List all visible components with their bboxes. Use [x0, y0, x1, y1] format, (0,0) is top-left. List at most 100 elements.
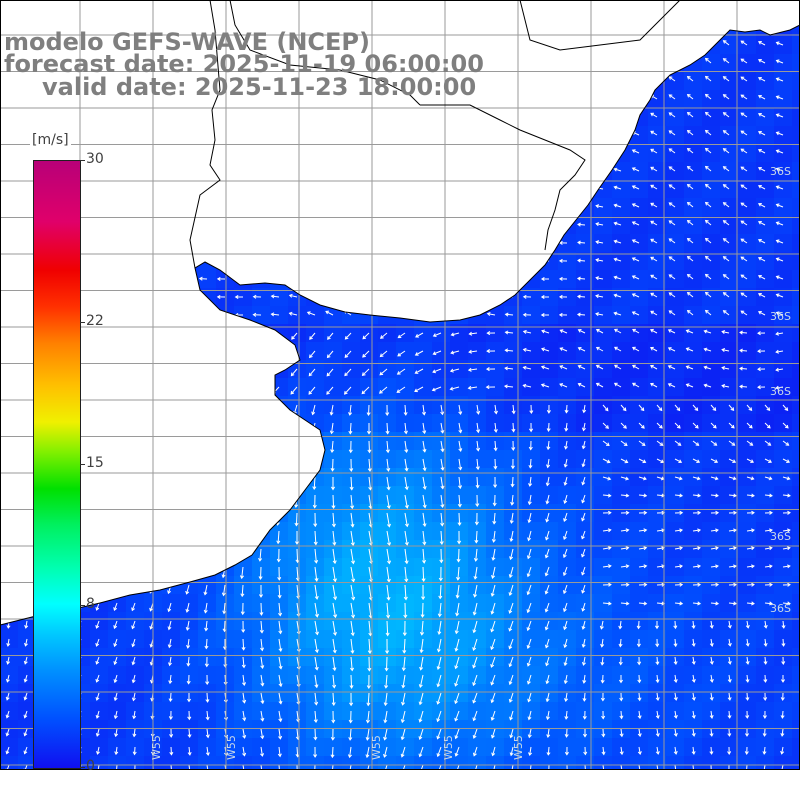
- direction-arrow-head: [578, 7, 581, 10]
- direction-arrow: [381, 112, 388, 118]
- direction-arrow: [758, 41, 766, 46]
- direction-arrow-head: [668, 76, 673, 80]
- direction-arrow: [687, 112, 694, 118]
- direction-arrow-head: [577, 204, 581, 209]
- direction-arrow: [632, 95, 640, 100]
- direction-arrow: [114, 512, 118, 521]
- direction-arrow-head: [546, 464, 551, 469]
- direction-arrow-head: [272, 354, 277, 358]
- direction-arrow-head: [722, 310, 727, 314]
- direction-arrow-head: [20, 25, 25, 27]
- direction-arrow: [433, 350, 442, 355]
- direction-arrow-head: [733, 510, 737, 515]
- direction-arrow-head: [697, 601, 702, 606]
- direction-arrow: [764, 565, 772, 568]
- direction-arrow: [705, 112, 712, 118]
- direction-arrow-head: [650, 76, 655, 81]
- direction-arrow: [163, 332, 172, 336]
- direction-arrow-head: [775, 293, 780, 298]
- direction-arrow-head: [240, 611, 245, 616]
- direction-arrow-head: [668, 40, 673, 44]
- direction-arrow: [203, 458, 208, 468]
- direction-arrow: [8, 494, 11, 503]
- direction-arrow: [381, 255, 388, 262]
- direction-arrow-head: [686, 58, 691, 62]
- wave-cell: [198, 0, 216, 18]
- direction-arrow-head: [434, 184, 438, 189]
- direction-arrow: [632, 221, 640, 226]
- direction-arrow: [577, 61, 586, 64]
- direction-arrow-head: [350, 505, 355, 510]
- wave-cell: [324, 216, 342, 234]
- wave-cell: [378, 756, 396, 770]
- wave-cell: [450, 144, 468, 162]
- direction-arrow-head: [311, 448, 316, 453]
- wave-cell: [108, 396, 126, 414]
- direction-arrow-head: [181, 168, 186, 173]
- direction-arrow: [422, 566, 425, 582]
- direction-arrow: [257, 422, 262, 432]
- wave-cell: [0, 216, 18, 234]
- direction-arrow-head: [595, 294, 599, 299]
- wave-cell: [270, 486, 288, 504]
- direction-arrow-head: [451, 149, 456, 153]
- wave-cell: [90, 486, 108, 504]
- direction-arrow-head: [163, 239, 168, 244]
- direction-arrow-head: [115, 409, 120, 414]
- direction-arrow: [110, 166, 118, 172]
- direction-arrow-head: [650, 202, 655, 207]
- direction-arrow: [145, 386, 154, 389]
- direction-arrow: [614, 78, 622, 82]
- direction-arrow: [186, 404, 190, 413]
- direction-arrow-head: [432, 333, 437, 337]
- direction-arrow: [164, 204, 172, 208]
- direction-arrow-head: [650, 238, 655, 243]
- wave-cell: [792, 180, 800, 198]
- direction-arrow-head: [704, 39, 709, 44]
- direction-arrow: [602, 404, 609, 411]
- direction-arrow-head: [1, 131, 6, 135]
- direction-arrow: [650, 310, 658, 316]
- direction-arrow-head: [787, 510, 791, 515]
- direction-arrow-head: [434, 130, 438, 135]
- wave-cell: [342, 216, 360, 234]
- direction-arrow: [650, 329, 658, 334]
- direction-arrow: [344, 112, 352, 118]
- direction-arrow: [312, 404, 316, 415]
- direction-arrow-head: [721, 384, 726, 389]
- direction-arrow: [182, 169, 190, 172]
- direction-arrow: [271, 313, 280, 316]
- direction-arrow: [582, 440, 586, 449]
- direction-arrow: [20, 257, 28, 262]
- wave-cell: [540, 0, 558, 18]
- direction-arrow-head: [437, 613, 442, 618]
- direction-arrow: [669, 184, 676, 190]
- direction-arrow-head: [451, 293, 456, 297]
- direction-arrow: [488, 187, 496, 190]
- direction-arrow: [632, 77, 640, 82]
- wave-cell: [756, 756, 774, 770]
- direction-arrow-head: [559, 168, 563, 173]
- direction-arrow-head: [509, 556, 514, 561]
- direction-arrow: [20, 113, 28, 118]
- direction-arrow: [291, 350, 298, 358]
- direction-arrow-head: [503, 384, 508, 389]
- direction-arrow: [332, 458, 334, 471]
- direction-arrow-head: [417, 5, 420, 8]
- direction-arrow-head: [362, 291, 366, 296]
- direction-arrow-head: [678, 459, 683, 463]
- wave-cell: [0, 0, 18, 18]
- direction-arrow-head: [732, 459, 737, 463]
- direction-arrow: [236, 350, 244, 357]
- direction-arrow-head: [38, 148, 43, 152]
- direction-arrow-head: [325, 238, 330, 243]
- direction-arrow-head: [505, 60, 509, 65]
- direction-arrow: [668, 383, 676, 388]
- direction-arrow-head: [289, 113, 294, 118]
- direction-arrow: [687, 166, 694, 172]
- direction-arrow-head: [91, 366, 96, 370]
- direction-arrow-head: [145, 25, 150, 28]
- direction-arrow: [776, 240, 784, 244]
- direction-arrow: [452, 131, 460, 136]
- direction-arrow-head: [581, 571, 585, 576]
